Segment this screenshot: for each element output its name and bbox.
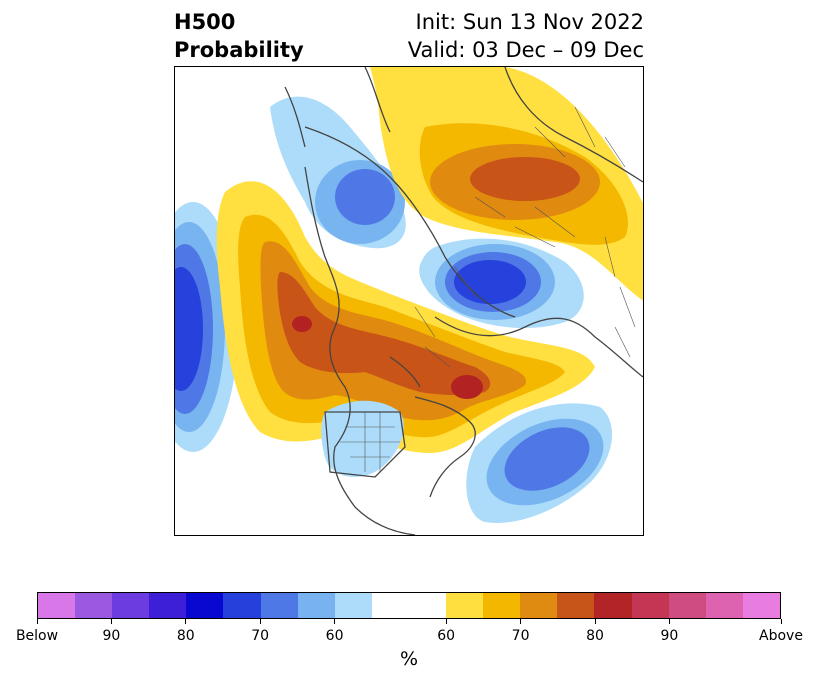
colorbar-tick-mark xyxy=(668,619,670,624)
colorbar-cell xyxy=(705,593,743,618)
colorbar-tick-label: 70 xyxy=(511,628,530,644)
colorbar xyxy=(37,592,781,619)
chart-title: H500 Probability xyxy=(174,8,304,64)
colorbar-tick-mark xyxy=(594,619,596,624)
above-peak xyxy=(292,316,312,332)
colorbar-tick-label: 70 xyxy=(251,628,270,644)
colorbar-cell xyxy=(668,593,706,618)
colorbar-cell xyxy=(297,593,335,618)
colorbar-tick-mark xyxy=(780,619,782,624)
colorbar-cell xyxy=(334,593,372,618)
colorbar-cell xyxy=(75,593,113,618)
colorbar-tick-label: 80 xyxy=(586,628,604,644)
above-normal-arc xyxy=(216,181,595,453)
colorbar-tick-mark xyxy=(185,619,187,624)
below-contour xyxy=(335,169,395,225)
above-peak xyxy=(451,375,483,399)
colorbar-cell xyxy=(38,593,76,618)
below-normal-atlantic xyxy=(466,403,612,523)
colorbar-cell xyxy=(408,593,447,618)
colorbar-cell xyxy=(557,593,595,618)
colorbar-tick-mark xyxy=(259,619,261,624)
colorbar-cell xyxy=(223,593,261,618)
above-normal-asia xyxy=(370,67,643,301)
colorbar-cell xyxy=(446,593,484,618)
init-date: Init: Sun 13 Nov 2022 xyxy=(415,10,644,34)
colorbar-tick-label: 60 xyxy=(325,628,344,644)
below-normal-north xyxy=(270,96,406,249)
coastlines xyxy=(284,67,643,535)
colorbar-tick-mark xyxy=(334,619,336,624)
country-borders xyxy=(340,106,636,472)
below-contour xyxy=(175,267,203,391)
colorbar-tick-mark xyxy=(36,619,38,624)
above-contour xyxy=(470,157,580,201)
above-contour xyxy=(277,272,491,396)
colorbar-cell xyxy=(260,593,298,618)
colorbar-tick-label: 60 xyxy=(437,628,456,644)
colorbar-tick-label: Above xyxy=(759,628,803,644)
below-normal-us xyxy=(321,400,404,477)
title-line-2: Probability xyxy=(174,38,304,62)
colorbar-cell xyxy=(112,593,150,618)
colorbar-cell xyxy=(631,593,669,618)
colorbar-tick-mark xyxy=(445,619,447,624)
colorbar-cell xyxy=(742,593,780,618)
below-contour xyxy=(504,427,590,491)
colorbar-tick-label: 90 xyxy=(660,628,679,644)
colorbar-cell xyxy=(520,593,558,618)
colorbar-tick-mark xyxy=(520,619,522,624)
probability-map xyxy=(174,66,644,536)
colorbar-tick-label: 80 xyxy=(176,628,195,644)
colorbar-tick-mark xyxy=(110,619,112,624)
colorbar-cell xyxy=(186,593,224,618)
valid-date-range: Valid: 03 Dec – 09 Dec xyxy=(407,38,644,62)
title-line-1: H500 xyxy=(174,10,236,34)
colorbar-cell xyxy=(483,593,521,618)
date-info: Init: Sun 13 Nov 2022 Valid: 03 Dec – 09… xyxy=(408,8,644,64)
colorbar-unit: % xyxy=(399,648,419,670)
colorbar-tick-label: 90 xyxy=(102,628,121,644)
colorbar-cell xyxy=(371,593,409,618)
colorbar-cell xyxy=(594,593,632,618)
colorbar-tick-label: Below xyxy=(15,628,59,644)
colorbar-cell xyxy=(149,593,187,618)
map-canvas xyxy=(175,67,643,535)
